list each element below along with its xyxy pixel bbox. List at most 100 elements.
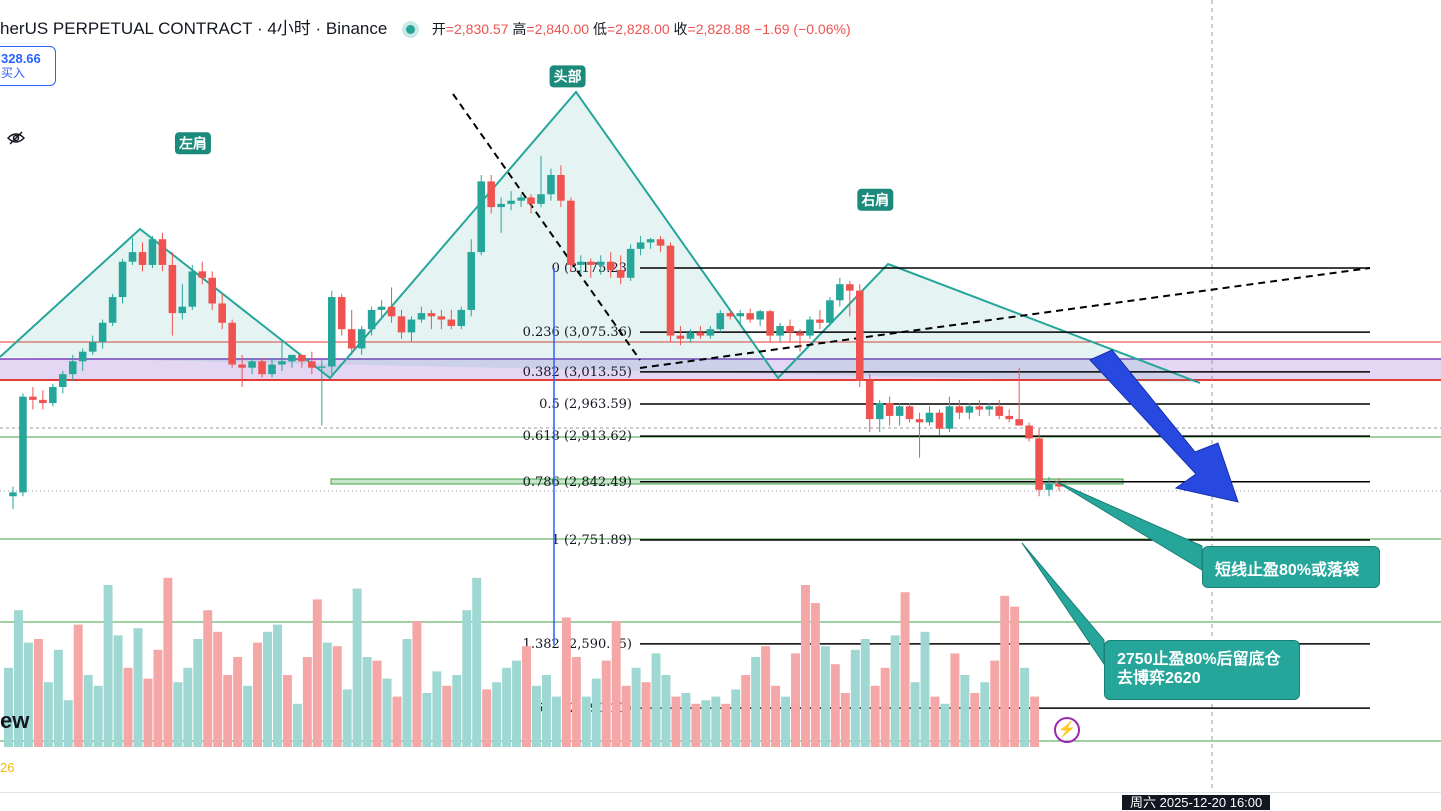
volume-bar <box>1000 595 1010 747</box>
candle-body <box>816 319 824 323</box>
indicator-value: 26 <box>0 760 15 775</box>
volume-bar <box>900 592 910 747</box>
volume-bar <box>860 639 870 747</box>
candle-body <box>636 242 645 249</box>
neckline-dashed <box>639 267 1371 369</box>
candles <box>9 155 1063 510</box>
volume-bar <box>641 682 651 747</box>
callout-long-target: 2750止盈80%后留底仓 去博弈2620 <box>1104 640 1300 700</box>
candle-body <box>527 197 535 204</box>
volume-bar <box>322 642 332 747</box>
candle-body <box>337 297 346 330</box>
volume-bar <box>721 703 731 747</box>
candle-body <box>686 332 695 339</box>
candle-body <box>746 313 754 320</box>
candle-body <box>716 313 725 330</box>
volume-bar <box>73 624 83 747</box>
candle-body <box>557 174 565 201</box>
candle-body <box>666 245 675 336</box>
high-label: 高 <box>512 21 527 37</box>
candle-body <box>288 354 296 362</box>
candle-body <box>766 311 774 336</box>
candle-body <box>676 335 685 339</box>
fib-label: 0.382 (3,013.55) <box>523 365 632 380</box>
candle-body <box>955 406 964 413</box>
pattern-label: 右肩 <box>857 188 894 211</box>
volume-bar <box>362 657 372 747</box>
candle-body <box>945 406 954 429</box>
volume-bar <box>611 621 621 747</box>
volume-bar <box>561 617 571 747</box>
candle-body <box>507 200 515 204</box>
low-label: 低 <box>592 21 607 37</box>
candle-body <box>188 271 197 307</box>
volume-bar <box>551 696 561 747</box>
volume-bar <box>532 685 541 747</box>
candle-body <box>756 311 764 320</box>
volume-bar <box>193 639 203 747</box>
volume-bar <box>1010 606 1020 747</box>
volume-bar <box>272 624 282 747</box>
candle-body <box>1035 438 1043 490</box>
candle-body <box>158 239 167 265</box>
volume-bar <box>741 675 751 747</box>
candle-body <box>417 313 426 320</box>
hide-eye-icon[interactable] <box>6 128 26 148</box>
candle-body <box>905 406 914 420</box>
candle-body <box>995 406 1004 416</box>
candle-body <box>497 203 505 208</box>
candle-body <box>517 197 525 201</box>
volume-bar <box>452 675 462 747</box>
time-axis[interactable] <box>0 792 1441 811</box>
candle-body <box>298 354 306 362</box>
buy-price-box[interactable]: 328.66 买入 <box>0 46 56 86</box>
open-label: 开 <box>431 21 446 37</box>
candle-body <box>706 329 715 336</box>
volume-bar <box>253 642 263 747</box>
volume-bar <box>53 649 63 747</box>
volume-bar <box>711 696 721 747</box>
volume-bar <box>143 678 153 747</box>
candle-body <box>626 248 635 278</box>
volume-bar <box>880 667 890 747</box>
volume-bar <box>462 610 472 747</box>
candle-body <box>308 361 316 368</box>
volume-bar <box>502 667 512 747</box>
candle-body <box>985 406 994 410</box>
volume-bar <box>522 646 531 747</box>
volume-bar <box>312 599 322 747</box>
volume-bar <box>512 660 522 747</box>
pattern-label: 头部 <box>549 65 586 88</box>
candle-body <box>616 270 625 278</box>
volume-bar <box>263 631 272 747</box>
candle-body <box>39 399 47 404</box>
volume-bar <box>63 700 73 747</box>
volume-bar <box>771 685 781 747</box>
candle-body <box>606 261 615 271</box>
volume-bar <box>392 696 402 747</box>
volume-bar <box>183 667 193 747</box>
candle-body <box>228 322 236 365</box>
candle-body <box>367 309 376 330</box>
candle-body <box>427 313 436 317</box>
volume-bar <box>432 671 442 747</box>
close-value: 2,828.88 <box>695 21 751 37</box>
candle-body <box>855 290 864 381</box>
volume-bar <box>701 700 711 747</box>
candle-body <box>915 419 924 423</box>
volume-bar <box>332 646 342 747</box>
callout-long-line2: 去博弈2620 <box>1117 670 1201 687</box>
candle-body <box>59 374 67 388</box>
fib-label: 1.382 (2,590.15) <box>523 637 632 652</box>
volume-bar <box>850 649 860 747</box>
volume-bar <box>4 667 13 747</box>
candle-body <box>1025 425 1033 439</box>
candle-body <box>975 406 984 410</box>
candle-body <box>1015 419 1023 426</box>
volume-bar <box>661 675 671 747</box>
volume-bar <box>960 675 970 747</box>
volume-bar <box>292 703 302 747</box>
candle-body <box>935 412 944 429</box>
lightning-icon[interactable]: ⚡ <box>1054 717 1080 743</box>
candle-body <box>128 252 137 262</box>
